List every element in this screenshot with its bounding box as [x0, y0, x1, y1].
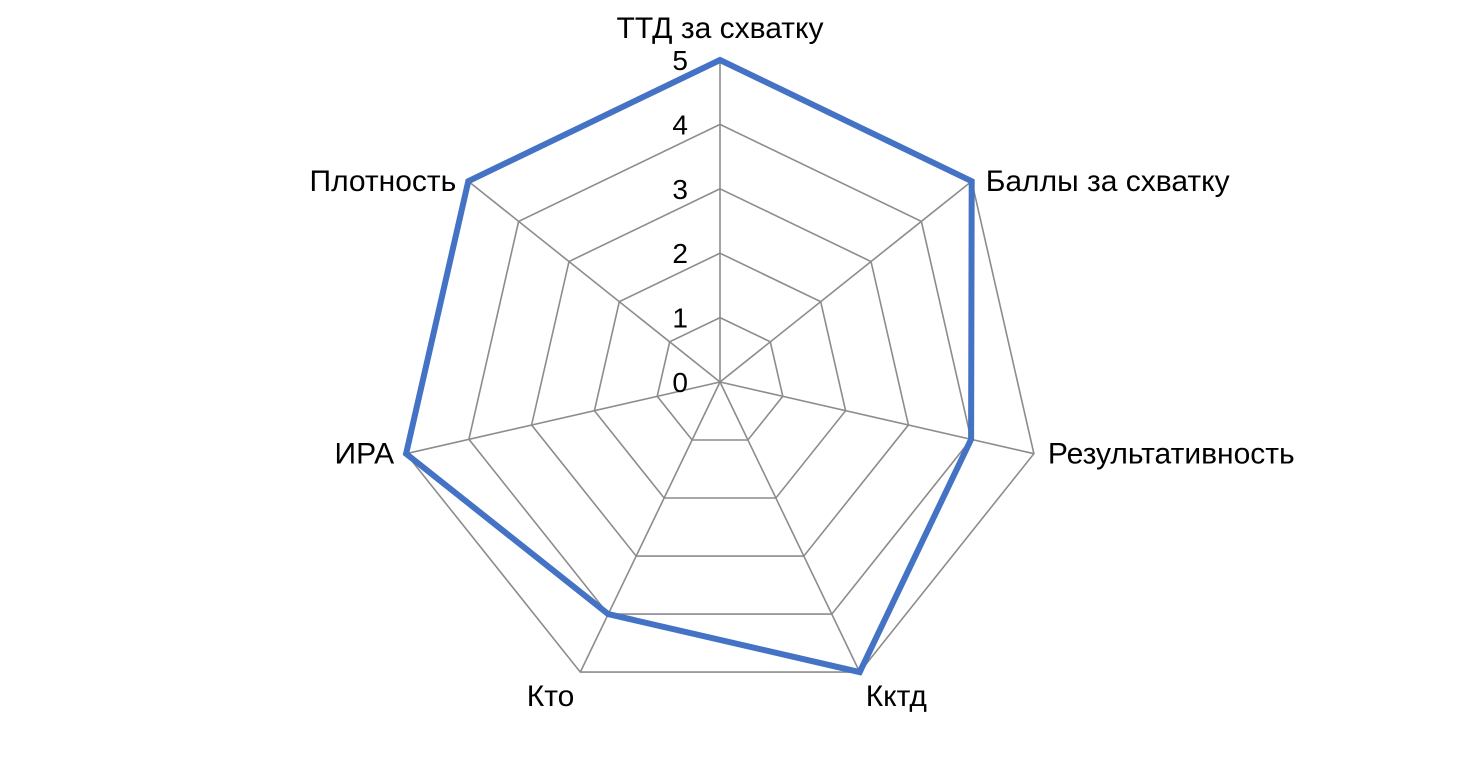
tick-label-1: 1: [672, 303, 688, 334]
grid-spoke-3: [719, 381, 1035, 455]
axis-label-5: Кто: [527, 680, 575, 713]
axis-label-2: Баллы за схватку: [986, 165, 1230, 198]
series-layer: [402, 56, 975, 676]
grid-ring-1: [656, 316, 784, 441]
axis-label-4: Кктд: [866, 680, 927, 713]
tick-labels: 0 1 2 3 4 5: [672, 45, 688, 398]
grid-ring-4: [468, 123, 972, 615]
grid-ring-2: [593, 252, 847, 499]
grid-layer: [405, 59, 1035, 673]
tick-label-0: 0: [672, 367, 688, 398]
axis-labels: ТТД за схватку Баллы за схватку Результати…: [310, 12, 1295, 713]
tick-label-3: 3: [672, 174, 688, 205]
axis-label-6: ИРА: [335, 438, 395, 471]
tick-label-2: 2: [672, 238, 688, 269]
grid-spoke-6: [405, 381, 721, 455]
tick-label-5: 5: [672, 45, 688, 76]
series-line-1: [402, 56, 975, 676]
grid-spoke-4: [719, 381, 861, 673]
axis-label-1: ТТД за схватку: [617, 12, 824, 45]
axis-label-3: Результативность: [1048, 438, 1295, 471]
grid-spoke-7: [467, 180, 721, 383]
grid-ring-3: [530, 187, 910, 557]
tick-label-4: 4: [672, 109, 688, 140]
axis-label-7: Плотность: [310, 165, 457, 198]
grid-spoke-5: [579, 381, 721, 673]
grid-spoke-2: [719, 180, 973, 383]
